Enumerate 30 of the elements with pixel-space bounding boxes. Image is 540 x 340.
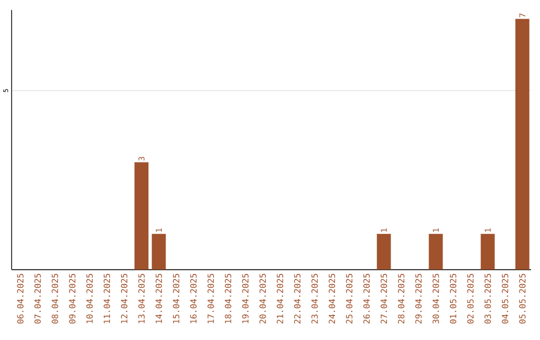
x-tick-label: 13.04.2025 [138, 274, 145, 324]
x-tick-label: 12.04.2025 [120, 274, 128, 324]
x-tick-label: 14.04.2025 [156, 274, 162, 324]
x-tick-label: 15.04.2025 [172, 274, 180, 324]
x-tick-label: 27.04.2025 [380, 274, 388, 324]
x-tick-label: 25.04.2025 [346, 274, 352, 324]
x-tick-label: 04.05.2025 [502, 274, 508, 324]
x-tick-label: 22.04.2025 [294, 274, 300, 324]
x-tick-label: 09.04.2025 [69, 274, 76, 324]
x-tick-label: 07.04.2025 [34, 274, 41, 324]
x-tick-label: 29.04.2025 [415, 274, 422, 324]
x-tick-label: 02.05.2025 [467, 274, 474, 324]
x-tick-label: 06.04.2025 [17, 274, 24, 324]
x-tick-label: 05.05.2025 [519, 274, 526, 324]
x-tick-label: 20.04.2025 [259, 274, 266, 324]
x-tick-label: 30.04.2025 [432, 274, 439, 324]
x-tick-label: 21.04.2025 [276, 274, 284, 324]
x-tick-label: 10.04.2025 [86, 274, 93, 324]
x-tick-label: 19.04.2025 [242, 274, 249, 324]
x-tick-label: 18.04.2025 [224, 274, 232, 324]
x-tick-label: 08.04.2025 [52, 274, 58, 324]
x-tick-label: 24.04.2025 [328, 274, 336, 324]
x-tick-label: 01.05.2025 [450, 274, 456, 324]
x-tick-label: 23.04.2025 [311, 274, 318, 324]
x-tick-label: 16.04.2025 [190, 274, 197, 324]
x-tick-label: 28.04.2025 [398, 274, 404, 324]
x-tick-label: 17.04.2025 [208, 274, 214, 324]
x-tick-label: 26.04.2025 [363, 274, 370, 324]
x-tick-label: 11.04.2025 [104, 274, 110, 324]
x-tick-label: 03.05.2025 [484, 274, 491, 324]
